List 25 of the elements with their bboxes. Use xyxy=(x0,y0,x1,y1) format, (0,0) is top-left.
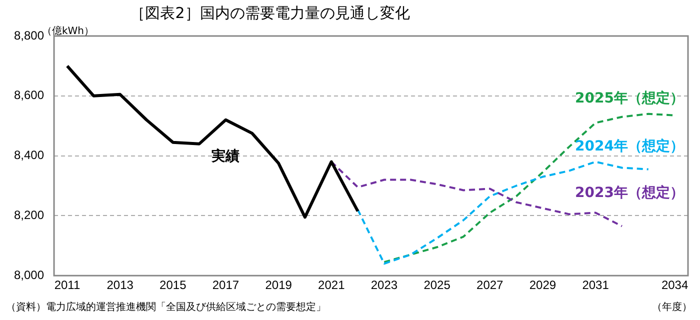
text: （資料）電力広域的運営推進機関「全国及び供給区域ごとの需要想定」 xyxy=(6,300,326,314)
x-tick-label: 2025 xyxy=(424,278,451,292)
series-label: 2024年（想定） xyxy=(575,137,684,154)
series-label: 実績 xyxy=(212,148,240,164)
y-tick-label: 8,200 xyxy=(14,208,44,222)
y-tick-label: 8,800 xyxy=(14,28,44,42)
x-tick-label: 2015 xyxy=(160,278,187,292)
x-tick-label: 2017 xyxy=(212,278,240,292)
series-label: 2025年（想定） xyxy=(575,90,684,107)
x-tick-label: 2031 xyxy=(582,278,610,292)
y-tick-label: 8,400 xyxy=(14,148,44,162)
x-axis-title: （年度） xyxy=(652,300,692,314)
y-tick-label: 8,000 xyxy=(14,268,44,282)
x-tick-label: 2019 xyxy=(265,278,292,292)
y-axis-title: （億kWh） xyxy=(42,24,94,37)
chart-title: ［図表2］国内の需要電力量の見通し変化 xyxy=(129,4,411,23)
series-label: 2023年（想定） xyxy=(575,184,684,201)
x-tick-label: 2034 xyxy=(661,278,688,292)
x-tick-label: 2023 xyxy=(370,278,398,292)
x-tick-label: 2013 xyxy=(106,278,134,292)
y-tick-label: 8,600 xyxy=(14,88,44,102)
x-tick-label: 2029 xyxy=(529,278,556,292)
x-tick-label: 2021 xyxy=(318,278,346,292)
x-tick-label: 2011 xyxy=(54,278,80,292)
x-tick-label: 2027 xyxy=(476,278,504,292)
